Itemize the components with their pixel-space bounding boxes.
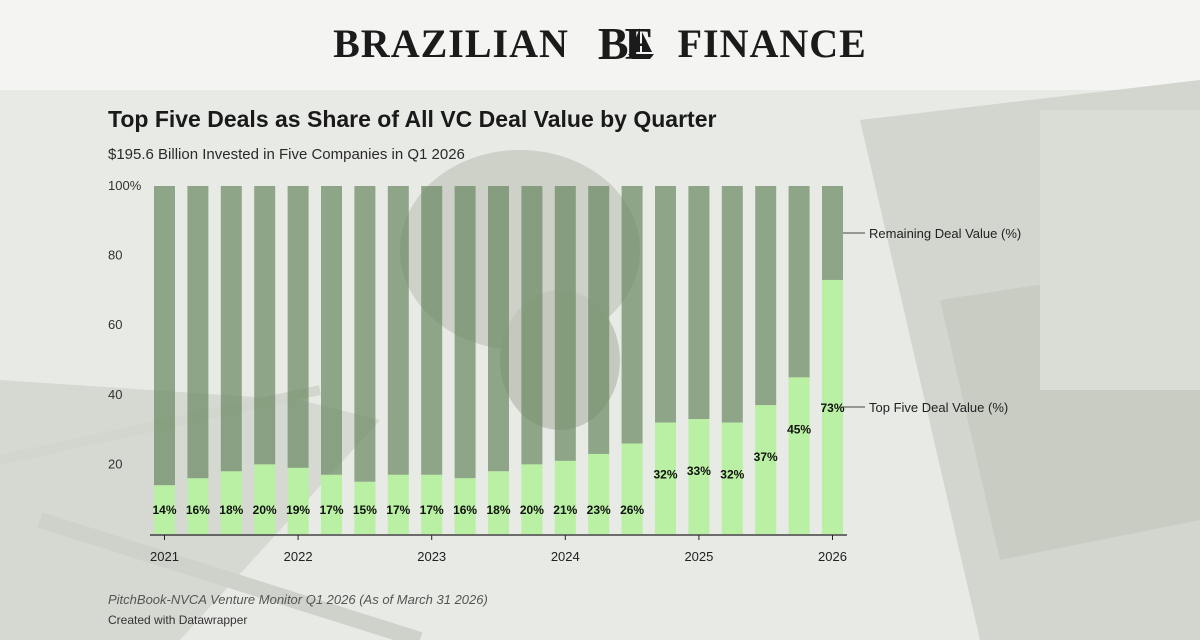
bar-remaining: [521, 186, 543, 465]
data-label: 32%: [720, 468, 744, 482]
x-tick-label: 2023: [417, 549, 446, 564]
bar-top-five: [354, 481, 376, 534]
bar-top-five: [254, 464, 276, 534]
bar-top-five: [588, 453, 610, 534]
bar-top-five: [721, 422, 743, 534]
brand-name-left: BRAZILIAN: [333, 21, 569, 66]
x-tick-label: 2024: [551, 549, 580, 564]
x-tick-label: 2022: [284, 549, 313, 564]
bar-top-five: [454, 478, 476, 534]
chart-subtitle: $195.6 Billion Invested in Five Companie…: [108, 146, 465, 163]
bar-top-five: [755, 405, 777, 534]
data-label: 15%: [353, 503, 377, 517]
data-label: 21%: [553, 503, 577, 517]
data-label: 45%: [787, 422, 811, 436]
y-tick-label: 80: [108, 248, 122, 263]
data-label: 23%: [587, 503, 611, 517]
bar-top-five: [655, 422, 676, 534]
bar-top-five: [287, 467, 309, 534]
x-tick-label: 2021: [150, 549, 179, 564]
bar-remaining: [154, 186, 175, 486]
bar-remaining: [822, 186, 843, 280]
bar-top-five: [688, 419, 710, 534]
data-label: 20%: [253, 503, 277, 517]
x-tick-label: 2025: [684, 549, 713, 564]
data-label: 18%: [219, 503, 243, 517]
brand-masthead: BRAZILIAN BF FINANCE: [0, 18, 1200, 70]
source-note: PitchBook-NVCA Venture Monitor Q1 2026 (…: [108, 592, 488, 607]
bar-remaining: [721, 186, 743, 423]
chart-title: Top Five Deals as Share of All VC Deal V…: [108, 106, 717, 132]
bar-remaining: [588, 186, 610, 454]
bar-remaining: [621, 186, 643, 444]
y-tick-label: 60: [108, 317, 122, 332]
data-label: 73%: [820, 401, 844, 415]
bar-remaining: [321, 186, 342, 475]
bar-remaining: [688, 186, 710, 420]
data-label: 16%: [453, 503, 477, 517]
bar-top-five: [621, 443, 643, 534]
legend-label-top-five: Top Five Deal Value (%): [869, 400, 1008, 415]
data-label: 17%: [386, 503, 410, 517]
y-tick-label: 100%: [108, 178, 142, 193]
data-label: 20%: [520, 503, 544, 517]
data-label: 26%: [620, 503, 644, 517]
data-label: 18%: [486, 503, 510, 517]
credit-note: Created with Datawrapper: [108, 613, 248, 627]
bar-remaining: [755, 186, 777, 406]
bar-top-five: [554, 460, 576, 534]
bar-remaining: [254, 186, 276, 465]
bar-remaining: [187, 186, 209, 479]
bar-top-five: [788, 377, 810, 534]
bar-top-five: [154, 485, 175, 534]
bar-remaining: [354, 186, 376, 482]
bar-remaining: [387, 186, 409, 475]
data-label: 17%: [319, 503, 343, 517]
bar-top-five: [220, 471, 242, 534]
data-label: 33%: [687, 464, 711, 478]
data-label: 17%: [420, 503, 444, 517]
bar-remaining: [421, 186, 443, 475]
bar-top-five: [321, 474, 342, 534]
bar-remaining: [655, 186, 676, 423]
brand-logo: BF: [598, 18, 654, 70]
legend-label-remaining: Remaining Deal Value (%): [869, 226, 1021, 241]
ship-icon: [627, 28, 654, 59]
data-label: 32%: [653, 468, 677, 482]
y-tick-label: 20: [108, 456, 122, 471]
y-tick-label: 40: [108, 387, 122, 402]
bar-remaining: [287, 186, 309, 468]
bar-top-five: [488, 471, 509, 534]
brand-name-right: FINANCE: [677, 21, 867, 66]
x-tick-label: 2026: [818, 549, 847, 564]
data-label: 19%: [286, 503, 310, 517]
bar-top-five: [521, 464, 543, 534]
bar-remaining: [488, 186, 509, 472]
bar-remaining: [454, 186, 476, 479]
bar-top-five: [187, 478, 209, 534]
bar-top-five: [387, 474, 409, 534]
bar-top-five: [421, 474, 443, 534]
bar-remaining: [788, 186, 810, 378]
bar-remaining: [554, 186, 576, 461]
bar-top-five: [822, 279, 843, 534]
data-label: 37%: [754, 450, 778, 464]
data-label: 14%: [152, 503, 176, 517]
data-label: 16%: [186, 503, 210, 517]
bar-remaining: [220, 186, 242, 472]
